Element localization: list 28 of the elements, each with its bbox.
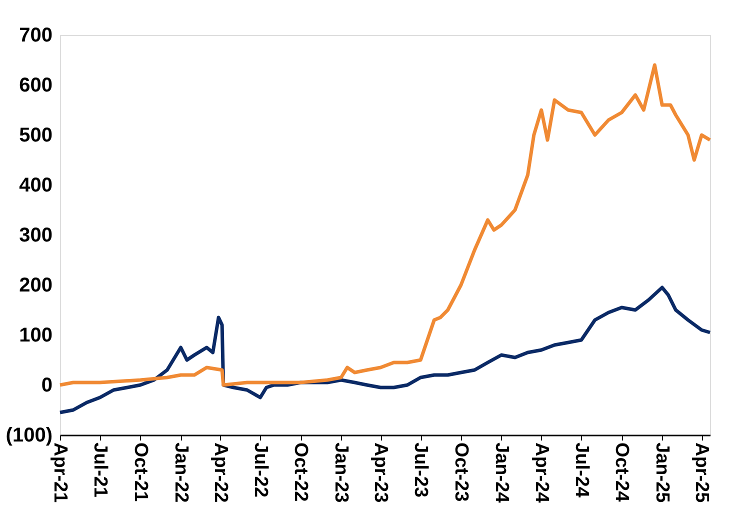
x-tick-label: Oct-23: [450, 442, 472, 502]
y-tick-label: 0: [41, 374, 52, 396]
y-tick-label: 700: [19, 24, 52, 46]
y-tick-label: 600: [19, 74, 52, 96]
y-tick-label: (100): [6, 424, 52, 446]
x-tick-label: Apr-23: [370, 442, 392, 503]
x-tick-label: Apr-24: [530, 442, 552, 504]
x-tick-label: Jul-21: [89, 442, 110, 498]
line-series: [58, 286, 712, 414]
x-tick-label: Jan-24: [490, 442, 512, 504]
y-tick-label: 100: [19, 324, 52, 346]
x-tick-label: Jan-25: [652, 442, 673, 504]
y-tick-label: 300: [19, 224, 52, 246]
x-tick-label: Jul-24: [570, 442, 592, 498]
y-tick-label: 400: [19, 174, 52, 196]
x-tick-label: Jan-23: [330, 442, 352, 503]
x-tick-label: Jan-22: [170, 442, 192, 503]
x-tick-label: Apr-22: [210, 442, 231, 503]
x-tick-label: Jul-23: [410, 442, 432, 498]
x-tick-label: Apr-21: [50, 442, 70, 504]
x-tick-label: Jul-22: [250, 442, 271, 498]
y-tick-label: 500: [19, 124, 52, 146]
line-series: [58, 63, 712, 387]
x-tick-label: Oct-24: [611, 442, 632, 502]
x-tick-label: Oct-22: [290, 442, 312, 502]
y-tick-label: 200: [19, 274, 52, 296]
x-tick-label: Oct-21: [130, 442, 151, 502]
x-tick-label: Apr-25: [691, 442, 712, 504]
